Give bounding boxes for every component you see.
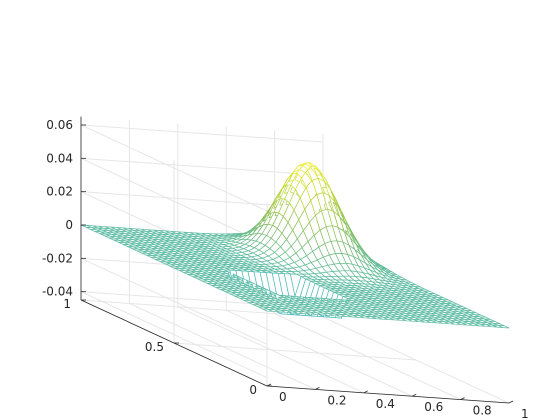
grid-line-x xyxy=(274,313,461,401)
z-tick-label: 0.02 xyxy=(46,185,73,199)
x-tick-mark xyxy=(460,397,465,400)
x-tick-label: 1 xyxy=(521,407,529,420)
grid-line-z xyxy=(80,157,324,176)
x-tick-mark xyxy=(315,387,320,390)
grid-line-x xyxy=(177,306,365,394)
axes xyxy=(80,116,514,404)
z-tick-label: 0 xyxy=(65,218,73,232)
x-tick-mark xyxy=(363,390,368,394)
z-tick-label: -0.04 xyxy=(42,285,73,299)
surface-mesh xyxy=(80,162,510,329)
x-axis-line xyxy=(266,385,510,404)
z-tick-label: 0.06 xyxy=(46,118,73,132)
y-tick-label: 0.5 xyxy=(145,340,164,354)
grid-line-x xyxy=(129,302,316,390)
tick-labels: -0.04 -0.02 0 0.02 0.04 0.06 0 0.2 0.4 0.6 0.8 1 0 0.… xyxy=(42,118,529,420)
x-tick-mark xyxy=(508,400,514,404)
grid-line-x xyxy=(322,316,510,404)
x-tick-label: 0.4 xyxy=(376,397,395,411)
x-tick-label: 0.6 xyxy=(424,400,443,414)
y-tick-label: 0 xyxy=(249,383,257,397)
grid-line-y xyxy=(173,342,417,361)
grid-line-z xyxy=(80,124,324,143)
x-tick-mark xyxy=(412,393,417,397)
surface-cell xyxy=(497,325,510,329)
x-tick-label: 0.8 xyxy=(473,404,492,418)
y-tick-label: 1 xyxy=(63,297,71,311)
x-tick-label: 0.2 xyxy=(327,393,346,407)
grid-line-x xyxy=(225,309,413,397)
z-tick-label: 0.04 xyxy=(46,151,73,165)
z-tick-label: -0.02 xyxy=(42,251,73,265)
x-tick-label: 0 xyxy=(279,390,287,404)
